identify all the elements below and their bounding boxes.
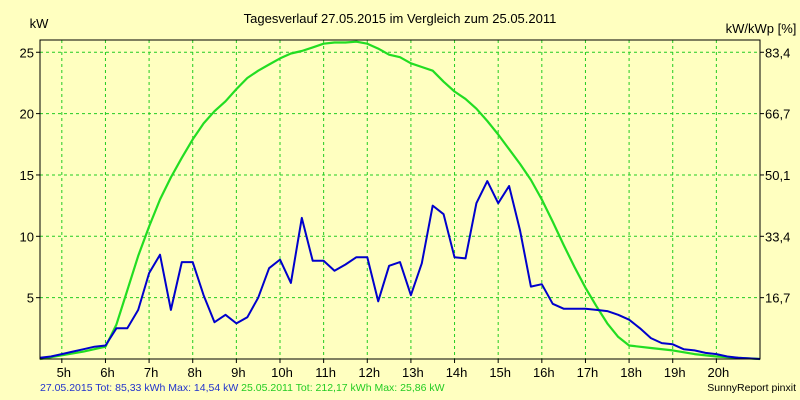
footer-summary: 27.05.2015 Tot: 85,33 kWh Max: 14,54 kW … (40, 382, 445, 394)
y-axis-label: kW (30, 16, 50, 31)
y-tick-label: 10 (20, 229, 34, 244)
footer-summary-2015: 27.05.2015 Tot: 85,33 kWh Max: 14,54 kW (40, 382, 239, 394)
x-tick-label: 6h (100, 365, 114, 380)
x-tick-label: 17h (577, 365, 599, 380)
y-tick-label: 25 (20, 45, 34, 60)
x-tick-label: 15h (489, 365, 511, 380)
x-tick-label: 12h (358, 365, 380, 380)
footer-summary-2011: 25.05.2011 Tot: 212,17 kWh Max: 25,86 kW (238, 382, 445, 394)
y-tick-label: 5 (27, 291, 34, 306)
x-tick-label: 8h (187, 365, 201, 380)
y2-tick-label: 83,4 (765, 45, 790, 60)
x-tick-label: 5h (57, 365, 71, 380)
y2-tick-label: 33,4 (765, 229, 790, 244)
chart-title: Tagesverlauf 27.05.2015 im Vergleich zum… (244, 11, 557, 26)
x-tick-label: 9h (231, 365, 245, 380)
series-layer (39, 40, 761, 361)
grid (40, 40, 760, 359)
x-tick-label: 13h (402, 365, 424, 380)
y2-axis-label: kW/kWp [%] (726, 21, 797, 36)
y-tick-label: 20 (20, 107, 34, 122)
x-tick-label: 14h (446, 365, 468, 380)
series-line-2015 (39, 180, 761, 360)
y2-tick-label: 16,7 (765, 291, 790, 306)
y2-tick-label: 66,7 (765, 107, 790, 122)
plot-frame (39, 39, 761, 360)
footer-credit: SunnyReport pinxit (707, 382, 796, 394)
x-tick-label: 7h (144, 365, 158, 380)
axes: 5 16,7 10 33,4 15 50,1 20 66,7 25 83,4 5h 6h 7h 8h 9h 1… (20, 45, 791, 380)
series-line-2011 (39, 40, 761, 361)
x-tick-label: 18h (620, 365, 642, 380)
x-tick-label: 20h (708, 365, 730, 380)
y-tick-label: 15 (20, 168, 34, 183)
x-tick-label: 10h (271, 365, 293, 380)
x-tick-label: 16h (533, 365, 555, 380)
x-tick-label: 19h (664, 365, 686, 380)
x-tick-label: 11h (315, 365, 336, 380)
y2-tick-label: 50,1 (765, 168, 790, 183)
